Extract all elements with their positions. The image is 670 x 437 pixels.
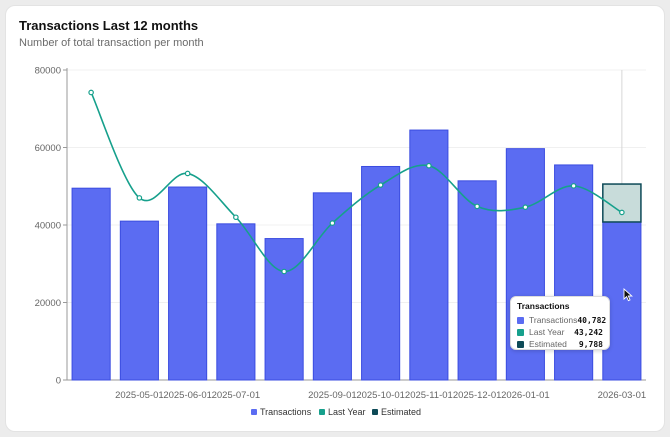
point-last-year: [570, 183, 577, 189]
y-tick-label: 60000: [35, 143, 61, 154]
point-last-year: [136, 195, 143, 201]
tooltip-row-transactions: Transactions 40,782: [517, 314, 607, 326]
x-tick-label: 2026-03-01: [598, 390, 647, 401]
y-tick-label: 0: [56, 376, 61, 387]
tooltip-value: 9,788: [578, 339, 603, 349]
tooltip-swatch-transactions: [517, 316, 524, 324]
y-tick-label: 40000: [35, 221, 61, 232]
legend-swatch: [372, 409, 378, 415]
tooltip-label: Transactions: [529, 315, 578, 325]
x-tick-label: 2025-10-01: [356, 390, 405, 401]
bar-transactions: [119, 220, 159, 381]
tooltip-value: 40,782: [577, 315, 607, 325]
bar-transactions: [457, 180, 497, 381]
point-last-year: [281, 268, 287, 275]
x-tick-label: 2026-01-01: [501, 390, 550, 401]
mouse-cursor-icon: [623, 288, 633, 302]
bar-transactions: [361, 165, 401, 381]
point-last-year: [377, 182, 384, 188]
tooltip-swatch-estimated: [517, 340, 524, 348]
legend-label: Estimated: [381, 407, 421, 417]
legend-swatch: [319, 409, 325, 415]
legend-label: Last Year: [328, 407, 366, 417]
legend-swatch: [251, 409, 257, 415]
point-last-year: [619, 209, 625, 216]
point-last-year: [184, 170, 191, 177]
tooltip-swatch-last-year: [517, 328, 524, 336]
bar-transactions: [71, 187, 111, 381]
tooltip-label: Last Year: [529, 327, 565, 337]
point-last-year: [522, 204, 529, 210]
point-last-year: [329, 220, 336, 226]
tooltip-title: Transactions: [517, 301, 570, 311]
y-tick-label: 20000: [35, 298, 61, 309]
tooltip-value: 43,242: [574, 327, 603, 337]
chart-card: Transactions Last 12 months Number of to…: [5, 5, 665, 432]
point-last-year: [88, 89, 94, 96]
chart-canvas[interactable]: 0 20000 40000 60000 80000 2025-05-01 2025-06-0…: [6, 6, 665, 432]
legend-label: Transactions: [260, 407, 312, 417]
x-tick-label: 2025-05-01: [115, 390, 164, 401]
x-tick-label: 2025-07-01: [212, 390, 261, 401]
chart-tooltip: Transactions Transactions 40,782 Last Ye…: [510, 296, 610, 350]
bar-transactions: [409, 129, 449, 381]
point-last-year: [233, 214, 239, 221]
x-tick-label: 2025-06-01: [163, 390, 212, 401]
point-last-year: [426, 162, 432, 169]
x-tick-label: 2025-12-01: [453, 390, 502, 401]
chart-subtitle: Number of total transaction per month: [19, 37, 204, 49]
bar-transactions: [264, 238, 304, 381]
x-tick-label: 2025-11-01: [405, 390, 453, 401]
x-tick-label: 2025-09-01: [308, 390, 357, 401]
tooltip-label: Estimated: [529, 339, 567, 349]
tooltip-row-last-year: Last Year 43,242: [517, 326, 603, 338]
bar-transactions: [216, 223, 256, 381]
point-last-year: [474, 203, 480, 210]
bar-transactions: [168, 186, 208, 381]
y-tick-label: 80000: [35, 66, 61, 77]
chart-title: Transactions Last 12 months: [19, 18, 199, 33]
tooltip-row-estimated: Estimated 9,788: [517, 338, 603, 350]
